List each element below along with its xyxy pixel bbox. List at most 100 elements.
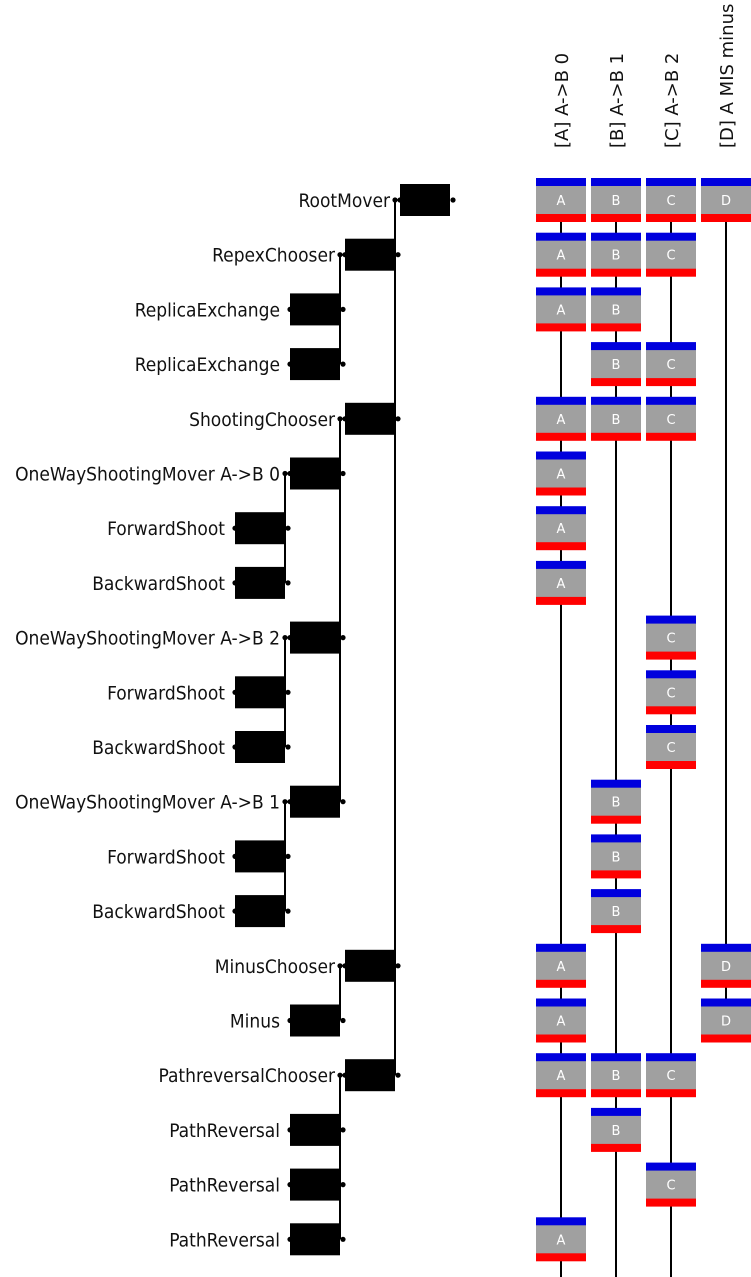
ensemble-block-C: C xyxy=(646,615,696,660)
mover-node[interactable]: PathreversalChooser xyxy=(158,1059,401,1092)
mover-node[interactable]: OneWayShootingMover A->B 2 xyxy=(15,621,346,654)
mover-node[interactable]: MinusChooser xyxy=(215,949,401,982)
mover-box[interactable] xyxy=(290,1113,340,1146)
ensemble-blocks: A B C D A B C A B B C A B C A A A C C C B B B A D A D A B C B C A xyxy=(536,178,751,1262)
mover-dot-right xyxy=(395,963,401,969)
mover-dot-left xyxy=(342,1072,348,1078)
block-top-bar xyxy=(646,1162,696,1171)
mover-dot-right xyxy=(340,1182,346,1188)
ensemble-timelines xyxy=(560,200,727,1277)
mover-node[interactable]: ReplicaExchange xyxy=(135,348,346,381)
mover-box[interactable] xyxy=(235,895,285,928)
mover-node[interactable]: BackwardShoot xyxy=(92,731,291,763)
mover-box[interactable] xyxy=(290,1223,340,1256)
mover-node[interactable]: ForwardShoot xyxy=(107,512,291,545)
block-label: B xyxy=(612,413,621,428)
ensemble-block-A: A xyxy=(536,451,586,496)
mover-box[interactable] xyxy=(290,348,340,381)
block-top-bar xyxy=(591,178,641,186)
mover-label: PathreversalChooser xyxy=(158,1065,335,1087)
mover-dot-right xyxy=(340,1127,346,1133)
mover-box[interactable] xyxy=(400,184,450,216)
mover-node[interactable]: PathReversal xyxy=(169,1223,346,1256)
mover-node[interactable]: ShootingChooser xyxy=(189,402,401,435)
block-bottom-bar xyxy=(701,214,751,222)
mover-node[interactable]: OneWayShootingMover A->B 1 xyxy=(15,785,346,818)
ensemble-block-C: C xyxy=(646,178,696,222)
mover-node[interactable]: PathReversal xyxy=(169,1113,346,1146)
block-label: A xyxy=(557,522,566,537)
trunk-dot xyxy=(282,470,288,477)
block-label: B xyxy=(612,850,621,865)
mover-node[interactable]: Minus xyxy=(230,1004,346,1037)
block-bottom-bar xyxy=(701,1034,751,1043)
mover-box[interactable] xyxy=(290,1004,340,1037)
mover-node[interactable]: PathReversal xyxy=(169,1168,346,1201)
block-body xyxy=(646,236,696,273)
mover-box[interactable] xyxy=(290,293,340,326)
block-body xyxy=(536,400,586,437)
block-body xyxy=(536,291,586,328)
mover-label: ReplicaExchange xyxy=(135,299,280,321)
mover-node[interactable]: RepexChooser xyxy=(212,238,401,271)
block-body xyxy=(646,1166,696,1203)
mover-dot-left xyxy=(342,416,348,422)
column-header-A: [A] A->B 0 xyxy=(552,53,573,148)
block-body xyxy=(646,729,696,765)
mover-dot-left xyxy=(232,689,238,695)
mover-box[interactable] xyxy=(235,566,285,599)
trunk-dot xyxy=(392,197,398,203)
block-bottom-bar xyxy=(536,979,586,988)
block-top-bar xyxy=(591,287,641,296)
block-body xyxy=(536,1002,586,1039)
mover-label: Minus xyxy=(230,1011,280,1033)
mover-box[interactable] xyxy=(345,1059,395,1092)
mover-box[interactable] xyxy=(290,621,340,654)
mover-node[interactable]: ForwardShoot xyxy=(107,840,291,873)
mover-dot-right xyxy=(285,744,291,750)
block-body xyxy=(701,947,751,984)
mover-node[interactable]: ForwardShoot xyxy=(107,676,291,709)
mover-label: ShootingChooser xyxy=(189,409,336,431)
block-bottom-bar xyxy=(591,815,641,824)
block-label: D xyxy=(721,194,731,209)
block-bottom-bar xyxy=(591,214,641,222)
mover-dot-right xyxy=(395,1072,401,1078)
ensemble-block-A: A xyxy=(536,1053,586,1098)
mover-node[interactable]: BackwardShoot xyxy=(92,566,291,599)
mover-box[interactable] xyxy=(290,457,340,490)
ensemble-block-B: B xyxy=(591,1053,641,1098)
mover-box[interactable] xyxy=(235,676,285,709)
mover-box[interactable] xyxy=(345,238,395,271)
mover-box[interactable] xyxy=(345,402,395,435)
mover-label: PathReversal xyxy=(169,1229,280,1251)
mover-dot-right xyxy=(285,853,291,860)
mover-dot-left xyxy=(287,1236,293,1242)
mover-nodes: RootMover RepexChooser ReplicaExchange Repl… xyxy=(15,184,456,1256)
mover-box[interactable] xyxy=(345,949,395,982)
mover-node[interactable]: RootMover xyxy=(299,184,456,216)
mover-box[interactable] xyxy=(290,785,340,818)
mover-dot-right xyxy=(450,197,456,203)
mover-box[interactable] xyxy=(235,731,285,763)
mover-node[interactable]: BackwardShoot xyxy=(92,895,291,928)
ensemble-block-B: B xyxy=(591,834,641,879)
mover-dot-right xyxy=(340,1017,346,1024)
mover-dot-left xyxy=(287,1182,293,1188)
block-bottom-bar xyxy=(701,979,751,988)
mover-box[interactable] xyxy=(235,512,285,545)
mover-dot-left xyxy=(287,635,293,641)
block-bottom-bar xyxy=(591,870,641,879)
mover-node[interactable]: ReplicaExchange xyxy=(135,293,346,326)
mover-box[interactable] xyxy=(290,1168,340,1201)
block-label: D xyxy=(721,960,731,975)
mover-dot-right xyxy=(340,470,346,477)
column-header-D: [D] A MIS minus xyxy=(717,4,738,148)
block-body xyxy=(646,1057,696,1094)
mover-node[interactable]: OneWayShootingMover A->B 0 xyxy=(15,457,346,490)
block-body xyxy=(591,346,641,383)
mover-dot-left xyxy=(232,580,238,586)
block-label: C xyxy=(666,194,675,209)
mover-box[interactable] xyxy=(235,840,285,873)
mover-dot-left xyxy=(397,197,403,203)
